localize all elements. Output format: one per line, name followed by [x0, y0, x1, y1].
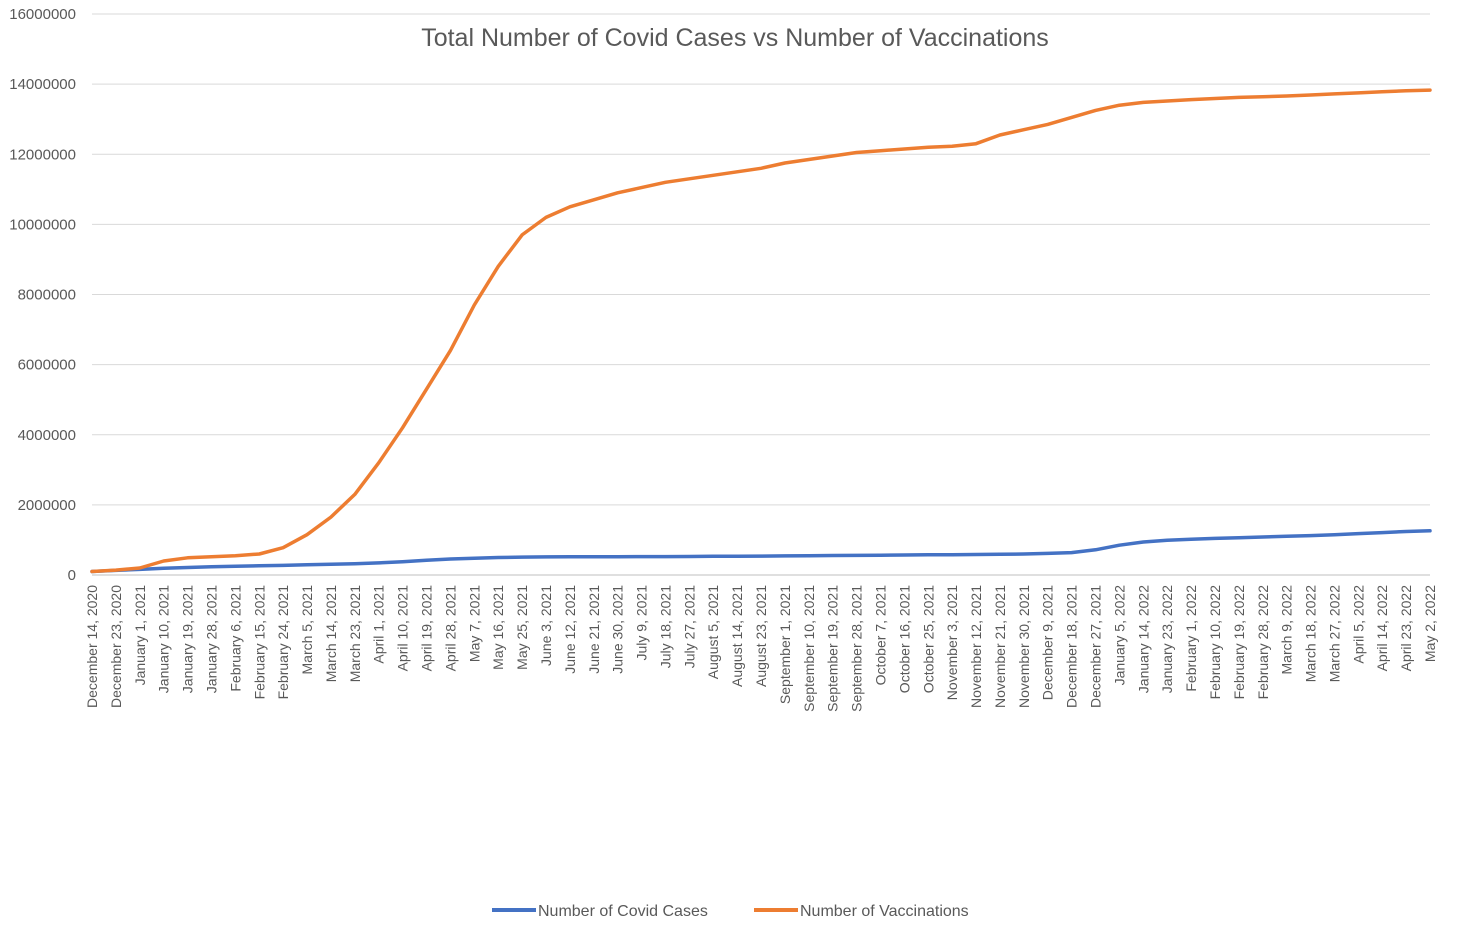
- x-tick-label: March 18, 2022: [1303, 585, 1319, 682]
- y-tick-label: 14000000: [9, 76, 76, 93]
- x-tick-label: March 9, 2022: [1279, 585, 1295, 675]
- y-tick-label: 10000000: [9, 216, 76, 233]
- x-tick-label: May 7, 2021: [466, 585, 482, 662]
- x-tick-label: February 19, 2022: [1231, 585, 1247, 700]
- x-tick-label: May 16, 2021: [490, 585, 506, 670]
- x-tick-label: October 16, 2021: [896, 585, 912, 693]
- x-tick-label: January 1, 2021: [132, 585, 148, 686]
- y-tick-label: 0: [68, 567, 76, 584]
- x-axis-tick-labels: December 14, 2020 December 23, 2020 Januar…: [84, 585, 1438, 712]
- x-tick-label: September 28, 2021: [849, 585, 865, 712]
- x-tick-label: January 5, 2022: [1111, 585, 1127, 686]
- legend-label-vaccinations: Number of Vaccinations: [800, 903, 969, 920]
- x-tick-label: February 24, 2021: [275, 585, 291, 700]
- y-tick-label: 8000000: [18, 287, 76, 304]
- x-tick-label: June 3, 2021: [538, 585, 554, 666]
- x-tick-label: September 10, 2021: [801, 585, 817, 712]
- legend: Number of Covid Cases Number of Vaccinat…: [492, 903, 969, 920]
- x-tick-label: September 19, 2021: [825, 585, 841, 712]
- x-tick-label: January 19, 2021: [180, 585, 196, 693]
- x-tick-label: April 14, 2022: [1374, 585, 1390, 672]
- y-tick-label: 2000000: [18, 497, 76, 514]
- x-tick-label: May 2, 2022: [1422, 585, 1438, 662]
- x-tick-label: January 28, 2021: [203, 585, 219, 693]
- x-tick-label: April 1, 2021: [371, 585, 387, 664]
- x-tick-label: August 14, 2021: [729, 585, 745, 687]
- x-tick-label: January 14, 2022: [1135, 585, 1151, 693]
- x-tick-label: May 25, 2021: [514, 585, 530, 670]
- series-lines: [90, 88, 1432, 574]
- x-tick-label: March 14, 2021: [323, 585, 339, 682]
- x-tick-label: February 1, 2022: [1183, 585, 1199, 692]
- chart-title: Total Number of Covid Cases vs Number of…: [421, 24, 1049, 52]
- series-line-covid-cases: [90, 529, 1432, 574]
- x-tick-label: June 30, 2021: [610, 585, 626, 674]
- x-tick-label: March 23, 2021: [347, 585, 363, 682]
- x-tick-label: February 6, 2021: [227, 585, 243, 692]
- x-tick-label: April 5, 2022: [1350, 585, 1366, 664]
- y-tick-label: 6000000: [18, 357, 76, 374]
- x-tick-label: March 5, 2021: [299, 585, 315, 675]
- x-tick-label: April 10, 2021: [395, 585, 411, 672]
- x-tick-label: July 27, 2021: [681, 585, 697, 668]
- x-tick-label: December 14, 2020: [84, 585, 100, 708]
- gridlines: [92, 13, 1430, 506]
- x-tick-label: January 10, 2021: [156, 585, 172, 693]
- x-tick-label: December 9, 2021: [1040, 585, 1056, 700]
- x-tick-label: March 27, 2022: [1326, 585, 1342, 682]
- series-line-vaccinations: [90, 88, 1432, 574]
- x-tick-label: December 18, 2021: [1064, 585, 1080, 708]
- x-tick-label: April 28, 2021: [442, 585, 458, 672]
- x-tick-label: November 21, 2021: [992, 585, 1008, 708]
- x-tick-label: June 21, 2021: [586, 585, 602, 674]
- x-tick-label: August 5, 2021: [705, 585, 721, 679]
- x-tick-label: September 1, 2021: [777, 585, 793, 704]
- x-tick-label: February 28, 2022: [1255, 585, 1271, 700]
- x-tick-label: January 23, 2022: [1159, 585, 1175, 693]
- y-tick-label: 4000000: [18, 427, 76, 444]
- y-axis-tick-labels: 0 2000000 4000000 6000000 8000000 10000000 120…: [9, 6, 76, 584]
- x-tick-label: July 9, 2021: [634, 585, 650, 661]
- x-tick-label: December 27, 2021: [1088, 585, 1104, 708]
- x-tick-label: April 19, 2021: [419, 585, 435, 672]
- x-tick-label: November 30, 2021: [1016, 585, 1032, 708]
- x-tick-label: December 23, 2020: [108, 585, 124, 708]
- x-tick-label: November 3, 2021: [944, 585, 960, 700]
- x-tick-label: August 23, 2021: [753, 585, 769, 687]
- x-tick-label: October 25, 2021: [920, 585, 936, 693]
- x-tick-label: February 10, 2022: [1207, 585, 1223, 700]
- y-tick-label: 16000000: [9, 6, 76, 23]
- x-tick-label: October 7, 2021: [872, 585, 888, 686]
- y-tick-label: 12000000: [9, 146, 76, 163]
- x-tick-label: April 23, 2022: [1398, 585, 1414, 672]
- x-tick-label: November 12, 2021: [968, 585, 984, 708]
- legend-label-covid-cases: Number of Covid Cases: [538, 903, 708, 920]
- x-tick-label: February 15, 2021: [251, 585, 267, 700]
- x-tick-label: June 12, 2021: [562, 585, 578, 674]
- x-tick-label: July 18, 2021: [657, 585, 673, 668]
